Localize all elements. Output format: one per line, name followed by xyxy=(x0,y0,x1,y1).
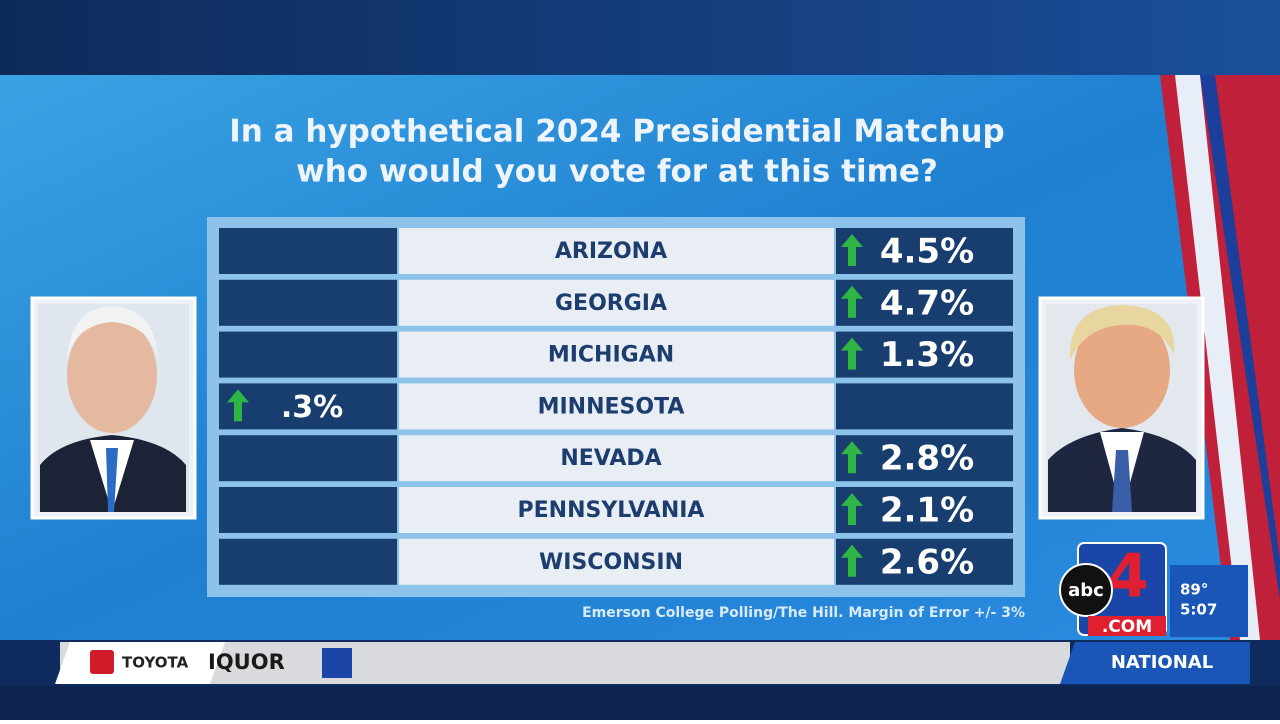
state-cell xyxy=(399,228,834,274)
crawl-text: IQUOR xyxy=(208,650,285,674)
right-cell xyxy=(836,435,1013,482)
state-name: PENNSYLVANIA xyxy=(518,498,705,523)
temperature: 89° xyxy=(1180,581,1208,599)
table: ARIZONA 4.5% GEORGIA 4.7% MICHIGAN 1.3% MINNES… xyxy=(219,228,1013,585)
crawl-bar xyxy=(60,642,1070,684)
state-cell xyxy=(399,383,834,430)
state-name: MICHIGAN xyxy=(548,343,674,368)
arrow-up xyxy=(227,389,249,422)
state-cell xyxy=(399,538,834,585)
abc-circle xyxy=(1059,563,1113,617)
state-name: ARIZONA xyxy=(555,239,667,264)
toyota-icon xyxy=(90,650,114,674)
right-cell xyxy=(836,487,1013,533)
lead-value: 2.8% xyxy=(880,439,974,479)
title-line: who would you vote for at this time? xyxy=(296,154,938,190)
state-name: GEORGIA xyxy=(555,291,667,316)
arrow-up xyxy=(841,285,863,318)
left-cell xyxy=(219,383,397,430)
candidate-photo-left xyxy=(30,296,197,520)
section-box xyxy=(1060,642,1250,684)
lead-value: 2.6% xyxy=(880,542,974,582)
station-logo: 4 abc .COM 89° 5:07 xyxy=(1059,542,1248,637)
mini-logo xyxy=(322,648,352,678)
sponsor: TOYOTA xyxy=(122,654,189,672)
right-cell xyxy=(836,538,1013,585)
state-name: MINNESOTA xyxy=(538,394,685,419)
left-cell xyxy=(219,487,397,533)
time: 5:07 xyxy=(1180,601,1217,619)
arrow-up xyxy=(841,441,863,474)
title-line: In a hypothetical 2024 Presidential Matc… xyxy=(229,114,1004,150)
left-cell xyxy=(219,538,397,585)
state-cell xyxy=(399,487,834,533)
top-band xyxy=(0,0,1280,75)
stripe-white xyxy=(1175,75,1260,640)
logo-network: abc xyxy=(1068,580,1104,601)
hair xyxy=(1069,305,1175,360)
left-cell xyxy=(219,331,397,378)
tie xyxy=(106,448,118,512)
candidate-photo-right xyxy=(1038,296,1205,520)
right-cell xyxy=(836,331,1013,378)
arrow-up xyxy=(841,544,863,577)
right-cell xyxy=(836,228,1013,274)
left-cell xyxy=(219,279,397,326)
state-cell xyxy=(399,279,834,326)
left-cell xyxy=(219,435,397,482)
arrow-up xyxy=(841,493,863,525)
site-box xyxy=(1088,616,1166,636)
arrow-up xyxy=(841,234,863,266)
lead-value: 1.3% xyxy=(880,335,974,375)
state-name: WISCONSIN xyxy=(539,550,683,575)
right-cell xyxy=(836,279,1013,326)
lead-value: 4.7% xyxy=(880,283,974,323)
ticker: TOYOTA IQUOR NATIONAL xyxy=(0,640,1280,686)
lead-value: 4.5% xyxy=(880,232,974,272)
lead-value: 2.1% xyxy=(880,491,974,531)
stripe-blue xyxy=(1200,75,1280,600)
state-cell xyxy=(399,331,834,378)
left-cell xyxy=(219,228,397,274)
logo-site: .COM xyxy=(1102,617,1152,637)
hair xyxy=(67,306,158,360)
weather-box xyxy=(1170,565,1248,637)
tie xyxy=(1112,450,1132,512)
right-cell xyxy=(836,383,1013,430)
face xyxy=(67,317,157,433)
source: Emerson College Polling/The Hill. Margin… xyxy=(582,605,1025,621)
state-cell xyxy=(399,435,834,482)
logo-channel: 4 xyxy=(1107,542,1149,612)
arrow-up xyxy=(841,337,863,370)
face xyxy=(1074,312,1170,428)
section: NATIONAL xyxy=(1111,652,1213,673)
state-name: NEVADA xyxy=(560,446,661,471)
lead-value: .3% xyxy=(281,390,343,425)
